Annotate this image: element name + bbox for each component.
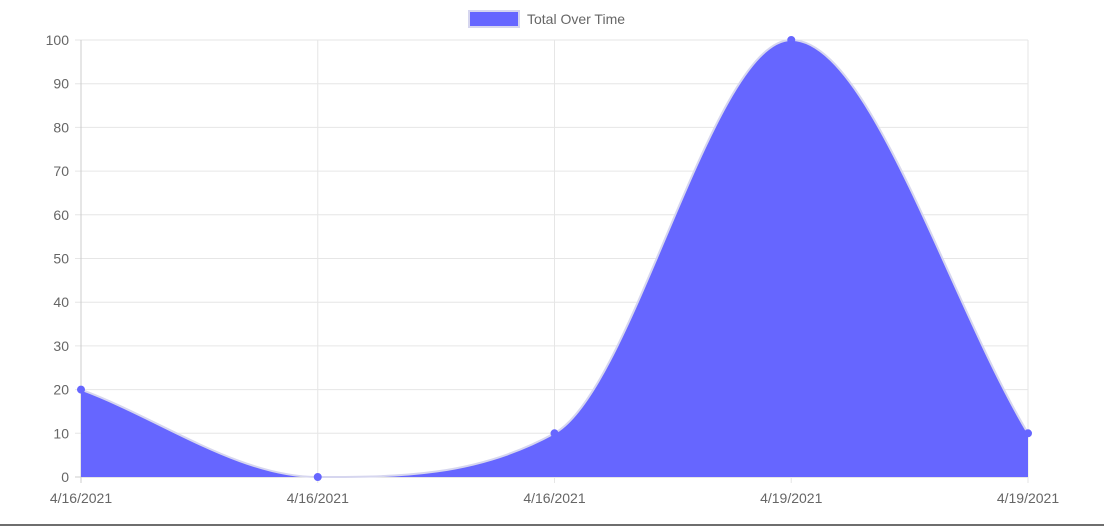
- x-tick-label: 4/16/2021: [50, 490, 112, 506]
- x-axis-ticks: 4/16/2021 4/16/2021 4/16/2021 4/19/2021 4/19…: [50, 490, 1059, 506]
- y-tick-label: 70: [53, 163, 69, 179]
- data-point[interactable]: [1024, 429, 1032, 438]
- data-point[interactable]: [787, 36, 796, 44]
- point-layer: [77, 36, 1032, 481]
- y-tick-label: 20: [53, 382, 69, 398]
- x-tick-label: 4/19/2021: [760, 490, 822, 506]
- area-layer: [80, 38, 1029, 479]
- y-tick-label: 90: [53, 76, 69, 92]
- y-tick-label: 100: [46, 32, 70, 48]
- data-point[interactable]: [77, 385, 85, 394]
- y-tick-label: 30: [53, 338, 69, 354]
- data-point[interactable]: [313, 473, 322, 481]
- legend-swatch[interactable]: [468, 10, 520, 28]
- y-tick-label: 0: [61, 469, 69, 485]
- y-axis-ticks: 0 10 20 30 40 50 60 70 80 90 100: [46, 32, 70, 485]
- legend[interactable]: Total Over Time: [468, 10, 625, 28]
- series-area-total-over-time: [81, 40, 1028, 477]
- legend-label[interactable]: Total Over Time: [527, 11, 625, 27]
- grid-layer: [75, 39, 1029, 483]
- y-tick-label: 10: [53, 425, 69, 441]
- y-tick-label: 40: [53, 294, 69, 310]
- window-bottom-edge: [0, 524, 1104, 526]
- data-point[interactable]: [550, 429, 559, 438]
- y-tick-label: 60: [53, 207, 69, 223]
- x-tick-label: 4/16/2021: [523, 490, 585, 506]
- series-line-total-over-time: [80, 38, 1029, 479]
- x-tick-label: 4/16/2021: [287, 490, 349, 506]
- y-tick-label: 50: [53, 251, 69, 267]
- y-tick-label: 80: [53, 119, 69, 135]
- x-tick-label: 4/19/2021: [997, 490, 1059, 506]
